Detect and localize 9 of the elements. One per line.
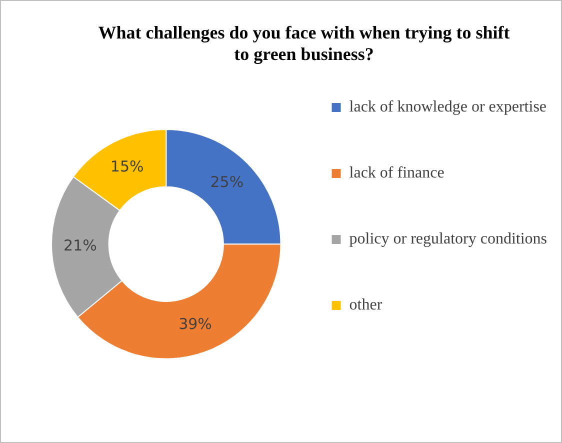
data-label: 15%	[110, 157, 144, 176]
chart-title: What challenges do you face with when trying to shift to green business?	[98, 22, 510, 64]
legend-label: lack of knowledge or expertise	[349, 98, 547, 116]
legend-label: policy or regulatory conditions	[349, 230, 547, 248]
data-label: 25%	[210, 173, 244, 192]
data-label: 21%	[64, 236, 97, 255]
legend-label: other	[349, 296, 383, 314]
data-label: 39%	[178, 314, 212, 333]
legend-label: lack of finance	[349, 164, 444, 182]
